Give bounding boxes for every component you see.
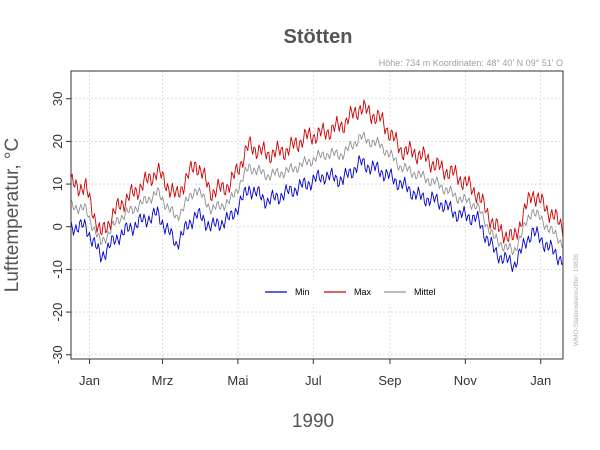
- legend-label-min: Min: [295, 287, 310, 297]
- x-axis: Jan Mrz Mai Jul Sep Nov Jan: [79, 359, 551, 388]
- x-tick-label: Mai: [227, 373, 248, 388]
- x-tick-label: Jan: [79, 373, 100, 388]
- grid-lines: [71, 71, 563, 359]
- series-layer: [70, 99, 564, 273]
- series-line-mittel: [70, 131, 564, 256]
- x-tick-label: Jul: [305, 373, 322, 388]
- legend: Min Max Mittel: [258, 280, 448, 304]
- y-tick-label: -30: [50, 345, 65, 364]
- y-tick-label: 30: [50, 91, 65, 105]
- y-axis: -30 -20 -10 0 10 20 30: [50, 91, 71, 364]
- legend-box: [258, 280, 448, 304]
- y-tick-label: 0: [50, 223, 65, 230]
- chart-title: Stötten: [284, 26, 353, 48]
- x-tick-label: Mrz: [152, 373, 174, 388]
- plot-frame: [70, 70, 564, 360]
- series-line-max: [70, 99, 564, 244]
- series-line-min: [70, 155, 564, 273]
- legend-label-max: Max: [354, 287, 372, 297]
- station-id-note: WMO-Stationskennziffer: 10836: [573, 254, 580, 346]
- x-tick-label: Sep: [378, 373, 401, 388]
- x-axis-label: 1990: [292, 411, 334, 432]
- y-axis-label: Lufttemperatur, °C: [2, 138, 23, 292]
- y-tick-label: 20: [50, 134, 65, 148]
- y-tick-label: -10: [50, 260, 65, 279]
- x-tick-label: Jan: [530, 373, 551, 388]
- y-tick-label: 10: [50, 177, 65, 191]
- chart-subtitle: Höhe: 734 m Koordinaten: 48° 40' N 09° 5…: [379, 58, 563, 68]
- y-tick-label: -20: [50, 303, 65, 322]
- x-tick-label: Nov: [454, 373, 478, 388]
- legend-label-mittel: Mittel: [414, 287, 436, 297]
